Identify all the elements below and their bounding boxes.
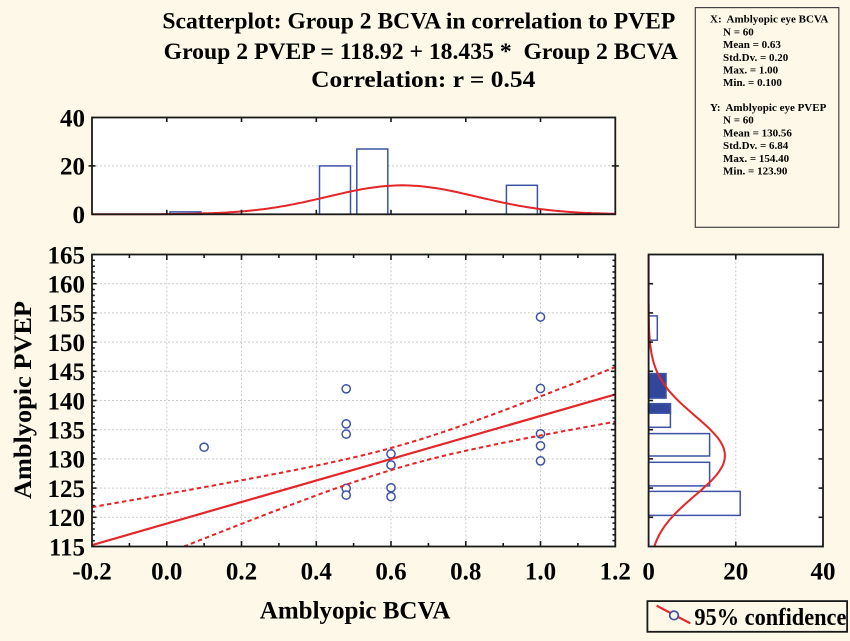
svg-text:155: 155 <box>48 301 86 328</box>
svg-text:1.0: 1.0 <box>525 559 556 586</box>
svg-text:20: 20 <box>723 559 748 586</box>
svg-text:Max. = 1.00: Max. = 1.00 <box>723 65 779 77</box>
svg-text:Std.Dv. = 6.84: Std.Dv. = 6.84 <box>723 140 789 152</box>
svg-text:Y: Amblyopic eye PVEP: Y: Amblyopic eye PVEP <box>710 102 827 114</box>
svg-text:40: 40 <box>60 105 85 132</box>
svg-text:0.8: 0.8 <box>450 559 481 586</box>
svg-text:0: 0 <box>73 202 86 229</box>
svg-text:115: 115 <box>49 534 85 561</box>
svg-text:140: 140 <box>48 388 86 415</box>
svg-text:0.6: 0.6 <box>375 559 406 586</box>
svg-text:Min. = 0.100: Min. = 0.100 <box>723 77 782 89</box>
svg-text:Mean = 0.63: Mean = 0.63 <box>723 39 781 51</box>
svg-text:0.4: 0.4 <box>301 559 333 586</box>
svg-text:40: 40 <box>811 559 836 586</box>
svg-text:Min. = 123.90: Min. = 123.90 <box>723 166 788 178</box>
svg-text:0: 0 <box>642 559 655 586</box>
svg-text:130: 130 <box>48 447 86 474</box>
svg-text:160: 160 <box>48 272 86 299</box>
svg-text:150: 150 <box>48 330 86 357</box>
svg-text:N = 60: N = 60 <box>723 115 754 127</box>
svg-text:120: 120 <box>48 505 86 532</box>
svg-text:N = 60: N = 60 <box>723 26 754 38</box>
svg-text:145: 145 <box>48 359 86 386</box>
svg-text:0.0: 0.0 <box>151 559 182 586</box>
svg-text:95% confidence: 95% confidence <box>694 605 846 631</box>
svg-text:20: 20 <box>60 154 85 181</box>
svg-text:Std.Dv. = 0.20: Std.Dv. = 0.20 <box>723 52 789 64</box>
svg-text:X: Amblyopic eye BCVA: X: Amblyopic eye BCVA <box>710 14 828 26</box>
svg-text:125: 125 <box>48 476 86 503</box>
svg-text:Correlation: r = 0.54: Correlation: r = 0.54 <box>311 67 536 92</box>
svg-text:0.2: 0.2 <box>226 559 257 586</box>
svg-text:Group 2 PVEP = 118.92 + 18.435: Group 2 PVEP = 118.92 + 18.435 * Group 2… <box>164 39 678 64</box>
svg-text:Mean = 130.56: Mean = 130.56 <box>723 127 792 139</box>
svg-text:165: 165 <box>48 242 86 269</box>
svg-text:135: 135 <box>48 418 86 445</box>
svg-text:Amblyopic BCVA: Amblyopic BCVA <box>260 598 451 625</box>
svg-text:-0.2: -0.2 <box>72 559 112 586</box>
svg-text:Max. = 154.40: Max. = 154.40 <box>723 153 790 165</box>
svg-text:Amblyopic PVEP: Amblyopic PVEP <box>10 301 37 499</box>
svg-text:1.2: 1.2 <box>600 559 631 586</box>
svg-text:Scatterplot: Group 2 BCVA in c: Scatterplot: Group 2 BCVA in correlation… <box>162 9 675 34</box>
